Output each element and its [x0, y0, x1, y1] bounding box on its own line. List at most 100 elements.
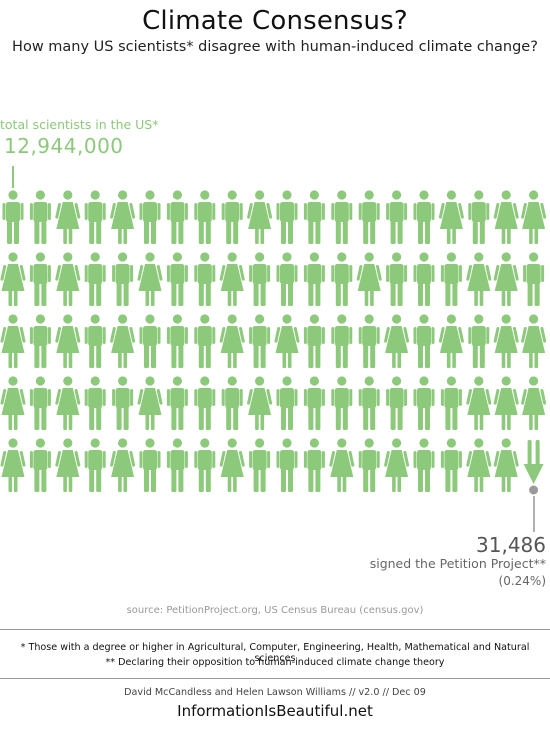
scientist-male-icon	[194, 376, 216, 430]
scientist-female-icon	[110, 190, 136, 244]
scientist-female-icon	[384, 438, 410, 492]
scientist-male-icon	[139, 314, 161, 368]
scientist-male-icon	[29, 252, 51, 306]
scientist-male-icon	[468, 190, 490, 244]
scientist-female-icon	[247, 190, 273, 244]
scientist-male-icon	[358, 376, 380, 430]
scientist-female-icon	[55, 376, 81, 430]
footnote-2: ** Declaring their opposition to human-i…	[105, 657, 445, 668]
scientist-female-icon	[110, 438, 136, 492]
scientist-female-icon	[493, 190, 519, 244]
scientist-male-icon	[276, 190, 298, 244]
petition-value: 31,486	[476, 533, 546, 557]
scientist-female-icon	[55, 438, 81, 492]
scientist-male-icon	[331, 376, 353, 430]
scientist-male-icon	[166, 438, 188, 492]
scientist-male-icon	[112, 252, 134, 306]
scientist-female-icon	[356, 252, 382, 306]
scientist-female-icon	[0, 376, 26, 430]
scientist-male-icon	[276, 438, 298, 492]
scientist-female-icon	[55, 314, 81, 368]
scientist-female-icon	[466, 438, 492, 492]
scientist-female-icon	[247, 376, 273, 430]
page-title: Climate Consensus?	[142, 6, 408, 36]
scientist-male-icon	[221, 190, 243, 244]
scientist-male-icon	[29, 438, 51, 492]
scientist-male-icon	[221, 376, 243, 430]
scientist-male-icon	[303, 376, 325, 430]
scientist-female-icon	[521, 376, 547, 430]
scientist-male-icon	[29, 190, 51, 244]
scientist-male-icon	[112, 376, 134, 430]
scientist-female-icon	[438, 314, 464, 368]
scientist-male-icon	[166, 190, 188, 244]
site-name: InformationIsBeautiful.net	[177, 702, 373, 720]
scientist-female-icon	[219, 314, 245, 368]
scientist-male-icon	[413, 190, 435, 244]
scientist-female-icon	[55, 190, 81, 244]
scientist-male-icon	[166, 376, 188, 430]
petition-label: signed the Petition Project**	[369, 556, 546, 571]
scientist-male-icon	[194, 438, 216, 492]
scientist-female-icon	[466, 252, 492, 306]
scientist-male-icon	[84, 376, 106, 430]
scientist-female-icon	[0, 314, 26, 368]
scientist-male-icon	[194, 252, 216, 306]
scientist-female-icon	[384, 314, 410, 368]
scientist-female-icon	[521, 190, 547, 244]
page-subtitle: How many US scientists* disagree with hu…	[12, 39, 538, 55]
source-note: source: PetitionProject.org, US Census B…	[126, 605, 424, 616]
scientist-male-icon	[276, 252, 298, 306]
scientist-female-icon	[274, 314, 300, 368]
scientist-female-icon	[329, 438, 355, 492]
scientist-male-icon	[29, 314, 51, 368]
scientist-female-icon	[493, 376, 519, 430]
scientist-female-icon	[110, 314, 136, 368]
scientist-female-icon	[466, 376, 492, 430]
scientist-female-icon	[521, 314, 547, 368]
scientist-male-icon	[303, 190, 325, 244]
credit-line: David McCandless and Helen Lawson Willia…	[124, 687, 426, 698]
scientist-male-icon	[166, 252, 188, 306]
total-scientists-value: 12,944,000	[4, 134, 124, 158]
scientist-male-icon	[249, 314, 271, 368]
scientist-female-icon	[493, 438, 519, 492]
total-scientists-label: total scientists in the US*	[0, 117, 159, 132]
scientist-male-icon	[331, 314, 353, 368]
scientist-male-icon	[84, 314, 106, 368]
scientist-male-icon	[249, 438, 271, 492]
scientist-male-icon	[276, 376, 298, 430]
scientist-female-icon	[137, 252, 163, 306]
scientist-male-icon	[84, 190, 106, 244]
scientist-male-icon	[194, 314, 216, 368]
scientist-male-icon	[29, 376, 51, 430]
scientist-female-icon	[493, 252, 519, 306]
scientist-female-icon	[55, 252, 81, 306]
scientist-male-icon	[84, 438, 106, 492]
scientist-female-icon	[438, 190, 464, 244]
scientist-male-icon	[358, 190, 380, 244]
scientist-male-icon	[413, 252, 435, 306]
scientist-female-icon	[219, 252, 245, 306]
petition-percent: (0.24%)	[498, 574, 546, 588]
scientist-male-icon	[413, 314, 435, 368]
total-indicator-line	[12, 166, 14, 188]
scientist-male-icon	[440, 252, 462, 306]
scientist-male-icon	[2, 190, 24, 244]
petition-indicator-line	[533, 496, 535, 532]
scientist-male-icon	[194, 190, 216, 244]
scientist-male-icon	[303, 252, 325, 306]
scientist-male-icon	[386, 252, 408, 306]
scientist-male-icon	[84, 252, 106, 306]
scientist-male-icon	[358, 438, 380, 492]
divider	[0, 678, 550, 679]
scientist-male-icon	[413, 376, 435, 430]
scientist-female-icon	[219, 438, 245, 492]
scientist-male-icon	[440, 376, 462, 430]
scientist-male-icon	[331, 190, 353, 244]
petition-arrow-icon	[523, 440, 544, 495]
scientist-male-icon	[523, 252, 545, 306]
scientist-male-icon	[249, 252, 271, 306]
scientist-male-icon	[303, 438, 325, 492]
